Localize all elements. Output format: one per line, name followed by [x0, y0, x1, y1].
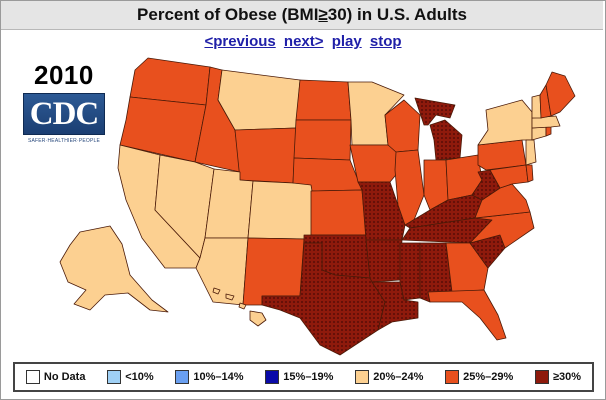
legend-item: <10% — [107, 370, 154, 384]
legend-label: No Data — [43, 371, 86, 383]
legend-item: No Data — [25, 370, 86, 384]
state-fl — [427, 289, 507, 341]
legend-swatch — [265, 370, 280, 384]
state-md — [489, 164, 529, 189]
cdc-logo: CDC — [23, 93, 105, 135]
legend-item: 20%–24% — [355, 370, 423, 384]
state-wy — [234, 127, 297, 184]
legend-label: 25%–29% — [463, 371, 514, 383]
state-mi — [414, 97, 463, 161]
state-me — [545, 71, 576, 117]
state-nj — [525, 139, 537, 166]
previous-link[interactable]: <previous — [204, 33, 276, 50]
state-ak — [59, 225, 169, 313]
state-or — [119, 96, 207, 163]
state-hi — [212, 287, 267, 327]
legend-item: 25%–29% — [445, 370, 513, 384]
state-mt — [217, 69, 301, 131]
state-nc — [469, 211, 535, 249]
state-ri — [545, 126, 552, 137]
title-ge-symbol: ≥ — [318, 5, 328, 24]
state-ar — [365, 239, 403, 283]
state-tx — [261, 242, 386, 356]
cdc-tagline: SAFER·HEALTHIER·PEOPLE — [27, 138, 101, 144]
legend-label: 20%–24% — [373, 371, 424, 383]
legend-label: ≥30% — [553, 371, 582, 383]
state-ct — [531, 126, 547, 141]
state-ia — [349, 144, 401, 183]
title-suffix: 30) in U.S. Adults — [327, 5, 467, 24]
legend-item: 15%–19% — [265, 370, 333, 384]
legend-label: 15%–19% — [283, 371, 334, 383]
state-ny — [477, 99, 533, 146]
stop-link[interactable]: stop — [369, 33, 402, 50]
state-ms — [399, 242, 421, 301]
state-co — [247, 180, 315, 240]
legend-swatch — [355, 370, 370, 384]
next-link[interactable]: next> — [283, 33, 324, 50]
legend-label: 10%–14% — [193, 371, 244, 383]
legend-swatch — [175, 370, 190, 384]
legend-swatch — [445, 370, 460, 384]
state-ma — [531, 115, 561, 129]
title-prefix: Percent of Obese (BMI — [137, 5, 319, 24]
map-legend: No Data <10% 10%–14% 15%–19% 20%–24% 25%–29% ≥… — [13, 362, 594, 392]
legend-swatch — [535, 370, 550, 384]
legend-item: ≥30% — [535, 370, 581, 384]
page-title: Percent of Obese (BMI ≥ 30) in U.S. Adul… — [1, 1, 603, 30]
state-ks — [310, 189, 367, 236]
state-vt — [531, 94, 542, 119]
legend-label: <10% — [125, 371, 154, 383]
state-de — [525, 164, 534, 183]
play-link[interactable]: play — [331, 33, 362, 50]
legend-item: 10%–14% — [175, 370, 244, 384]
state-sd — [293, 119, 352, 161]
animation-nav: <previous next> play stop — [0, 33, 606, 50]
legend-swatch — [25, 370, 40, 384]
year-label: 2010 — [34, 60, 94, 90]
state-ga — [445, 242, 489, 293]
legend-swatch — [107, 370, 122, 384]
state-nd — [295, 79, 352, 121]
state-az — [195, 237, 249, 306]
state-nm — [242, 237, 305, 306]
